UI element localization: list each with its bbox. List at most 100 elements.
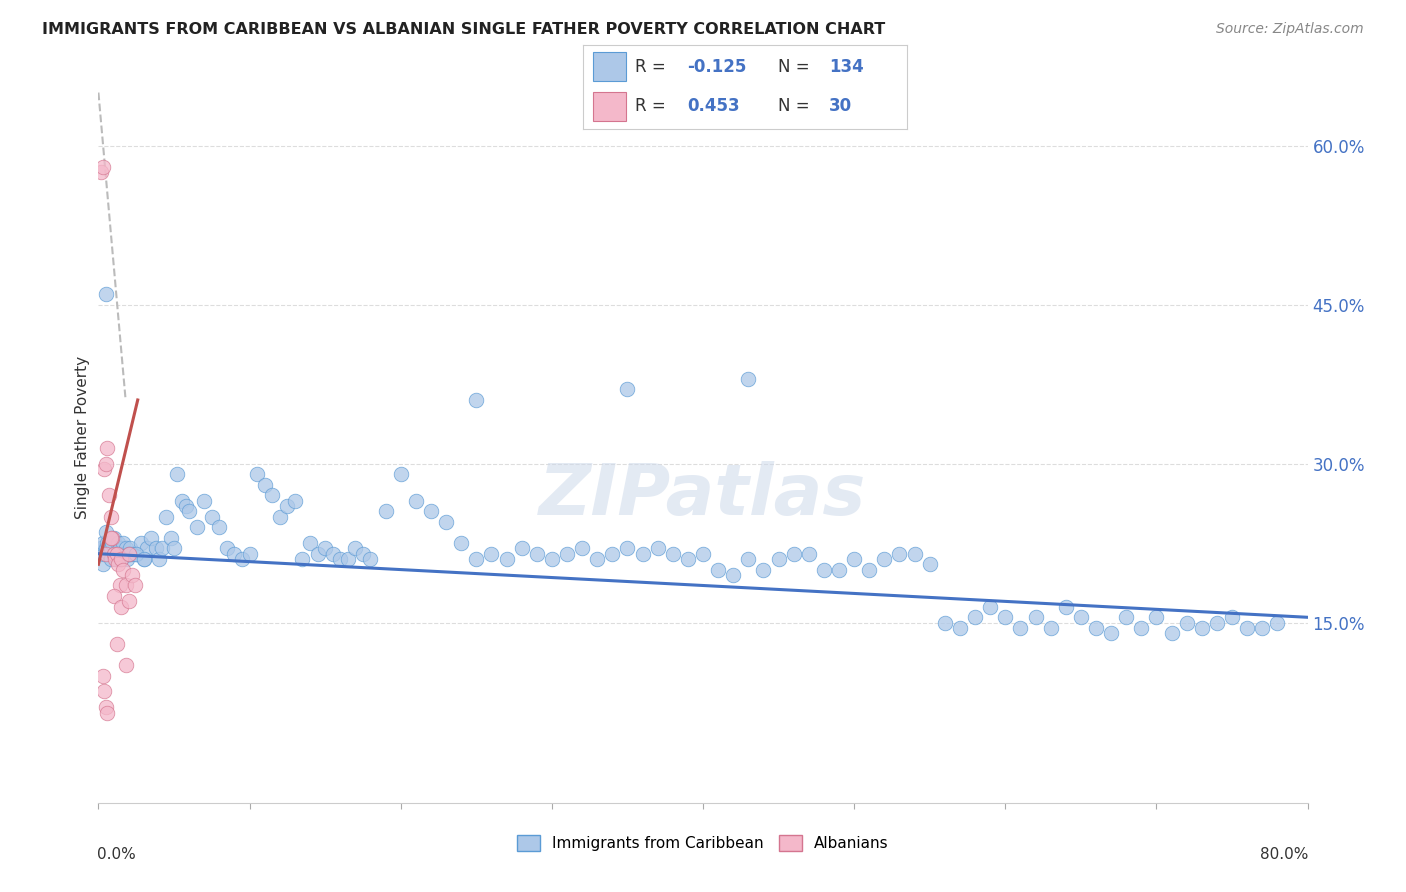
Point: [314, 541, 336, 556]
Point: [1024, 610, 1046, 624]
Point: [768, 552, 790, 566]
Point: [132, 552, 155, 566]
Point: [828, 563, 851, 577]
Text: R =: R =: [636, 97, 671, 115]
Point: [465, 552, 488, 566]
Point: [692, 547, 714, 561]
Point: [103, 589, 125, 603]
Point: [160, 531, 183, 545]
Point: [434, 515, 457, 529]
Point: [90, 165, 112, 179]
Point: [797, 547, 820, 561]
Point: [108, 541, 131, 556]
Point: [193, 493, 215, 508]
Point: [100, 509, 122, 524]
Point: [1099, 626, 1122, 640]
Point: [107, 558, 129, 572]
Point: [118, 547, 141, 561]
Point: [965, 610, 987, 624]
Point: [93, 462, 115, 476]
Point: [186, 520, 208, 534]
Point: [374, 504, 396, 518]
Point: [96, 536, 118, 550]
Point: [752, 563, 775, 577]
Point: [135, 541, 157, 556]
Text: 0.0%: 0.0%: [97, 847, 136, 862]
Point: [124, 578, 146, 592]
Point: [132, 552, 155, 566]
Y-axis label: Single Father Poverty: Single Father Poverty: [75, 356, 90, 518]
Point: [783, 547, 806, 561]
Point: [360, 552, 382, 566]
Point: [329, 552, 352, 566]
Text: 0.453: 0.453: [688, 97, 740, 115]
Point: [105, 547, 128, 561]
FancyBboxPatch shape: [593, 92, 626, 120]
Text: 134: 134: [830, 58, 865, 76]
Point: [96, 706, 118, 720]
Point: [344, 541, 367, 556]
Point: [904, 547, 927, 561]
Point: [918, 558, 941, 572]
Point: [1206, 615, 1229, 630]
Point: [91, 558, 114, 572]
FancyBboxPatch shape: [593, 53, 626, 81]
Point: [100, 531, 122, 545]
Point: [114, 658, 136, 673]
Point: [510, 541, 533, 556]
Point: [93, 684, 115, 698]
Point: [352, 547, 374, 561]
Point: [269, 509, 291, 524]
Point: [813, 563, 835, 577]
Text: R =: R =: [636, 58, 671, 76]
Point: [647, 541, 669, 556]
Point: [120, 541, 142, 556]
Point: [108, 578, 131, 592]
Point: [101, 536, 124, 550]
Point: [889, 547, 911, 561]
Point: [141, 531, 163, 545]
Point: [145, 541, 167, 556]
Point: [93, 547, 115, 561]
Point: [91, 160, 114, 174]
Point: [1070, 610, 1092, 624]
Point: [1130, 621, 1153, 635]
Text: IMMIGRANTS FROM CARIBBEAN VS ALBANIAN SINGLE FATHER POVERTY CORRELATION CHART: IMMIGRANTS FROM CARIBBEAN VS ALBANIAN SI…: [42, 22, 886, 37]
Point: [91, 668, 114, 682]
Point: [495, 552, 517, 566]
Text: 30: 30: [830, 97, 852, 115]
Point: [94, 457, 117, 471]
Point: [1175, 615, 1198, 630]
Point: [661, 547, 683, 561]
Point: [481, 547, 503, 561]
Point: [89, 547, 111, 561]
Point: [163, 541, 186, 556]
Point: [208, 520, 231, 534]
Point: [1236, 621, 1258, 635]
Point: [111, 536, 134, 550]
Point: [215, 541, 238, 556]
Point: [571, 541, 593, 556]
Text: N =: N =: [778, 97, 814, 115]
Point: [450, 536, 472, 550]
Point: [155, 509, 177, 524]
Point: [114, 541, 136, 556]
Point: [979, 599, 1001, 614]
Point: [858, 563, 880, 577]
Point: [100, 541, 122, 556]
Text: 80.0%: 80.0%: [1260, 847, 1309, 862]
Point: [1085, 621, 1108, 635]
Point: [291, 552, 314, 566]
Point: [420, 504, 443, 518]
Text: ZIPatlas: ZIPatlas: [540, 461, 866, 530]
Point: [90, 541, 112, 556]
Point: [170, 493, 193, 508]
Point: [150, 541, 173, 556]
Point: [707, 563, 730, 577]
Point: [405, 493, 427, 508]
Point: [103, 531, 125, 545]
Point: [1054, 599, 1077, 614]
Point: [104, 547, 127, 561]
Legend: Immigrants from Caribbean, Albanians: Immigrants from Caribbean, Albanians: [510, 830, 896, 857]
Point: [118, 594, 141, 608]
